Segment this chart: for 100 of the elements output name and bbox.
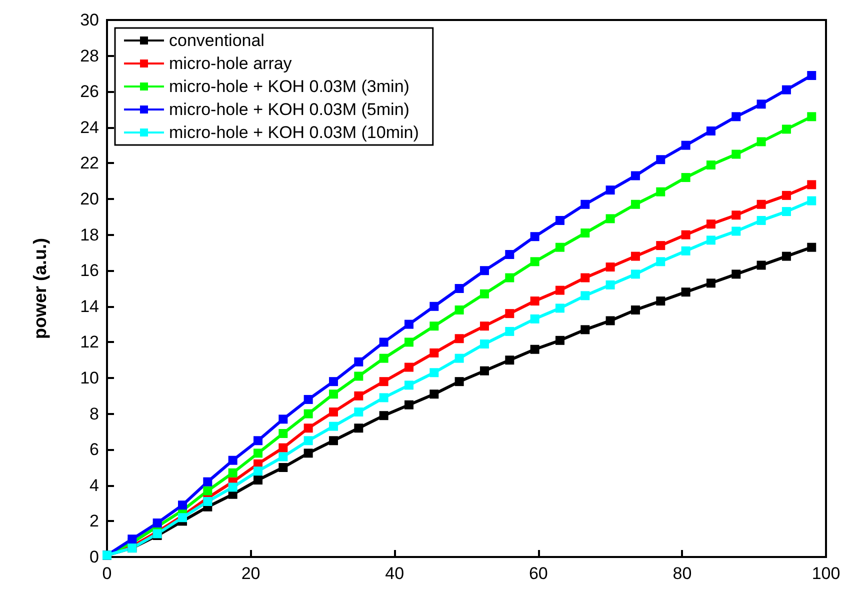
point (580, 291, 590, 300)
point (630, 305, 640, 314)
point (480, 266, 489, 276)
point (656, 187, 666, 196)
point (328, 408, 338, 417)
point (656, 241, 666, 250)
point (606, 316, 615, 326)
y-tick-label: 8 (90, 404, 99, 424)
point (178, 500, 187, 510)
point (530, 296, 540, 306)
y-tick-label: 28 (80, 46, 99, 66)
point (354, 357, 364, 366)
point (228, 468, 238, 478)
point (807, 196, 816, 206)
point (430, 302, 439, 311)
point (404, 400, 414, 410)
point (354, 408, 364, 417)
point (807, 242, 816, 252)
point (203, 497, 212, 506)
point (630, 270, 640, 279)
legend-label: micro-hole + KOH 0.03M (5min) (169, 100, 410, 119)
point (530, 314, 540, 324)
point (530, 257, 540, 266)
point (782, 85, 791, 94)
y-tick-label: 30 (80, 10, 99, 30)
point (480, 339, 489, 348)
point (606, 262, 615, 272)
point (580, 325, 590, 334)
point (630, 200, 640, 209)
point (732, 210, 741, 220)
point (328, 390, 338, 399)
point (454, 377, 464, 386)
point (756, 100, 766, 109)
point (706, 278, 716, 288)
point (228, 456, 238, 465)
point (354, 424, 364, 433)
point (580, 228, 590, 238)
legend-label: conventional (169, 31, 264, 50)
y-tick-label: 14 (80, 296, 99, 316)
point (304, 394, 313, 404)
point (505, 250, 514, 259)
point (782, 124, 791, 134)
point (278, 443, 288, 452)
point (630, 252, 640, 261)
point (404, 362, 414, 372)
point (404, 320, 414, 329)
point (253, 448, 262, 458)
point (278, 463, 288, 472)
point (706, 236, 716, 245)
point (656, 155, 666, 164)
y-tick-label: 18 (80, 225, 99, 244)
point (606, 186, 615, 195)
point (253, 436, 262, 446)
point (580, 200, 590, 209)
point (681, 140, 690, 150)
point (304, 448, 313, 458)
point (328, 422, 338, 431)
x-tick-label: 20 (241, 564, 260, 583)
y-axis-title: power (a.u.) (30, 238, 50, 340)
point (328, 377, 338, 386)
point (228, 482, 238, 492)
point (304, 424, 313, 433)
point (555, 216, 564, 225)
point (756, 260, 766, 270)
point (782, 252, 791, 261)
point (354, 391, 364, 400)
point (480, 366, 489, 376)
point (203, 477, 212, 486)
point (732, 150, 741, 159)
point (756, 137, 766, 146)
point (681, 246, 690, 256)
x-tick-label: 0 (102, 564, 112, 583)
point (706, 126, 716, 136)
point (253, 476, 262, 485)
y-tick-label: 10 (80, 368, 99, 388)
point (128, 534, 137, 544)
point (278, 452, 288, 462)
point (606, 214, 615, 224)
y-tick-label: 0 (90, 548, 99, 566)
point (379, 338, 388, 347)
point (555, 336, 564, 345)
point (807, 180, 816, 190)
point (782, 207, 791, 216)
point (404, 380, 414, 390)
point (430, 368, 439, 378)
point (505, 356, 514, 365)
y-tick-label: 2 (90, 512, 99, 531)
point (379, 393, 388, 402)
point (807, 112, 816, 122)
y-tick-label: 12 (80, 332, 99, 352)
point (379, 377, 388, 386)
point (278, 414, 288, 424)
point (732, 270, 741, 279)
point (656, 257, 666, 266)
point (480, 289, 489, 298)
x-tick-label: 80 (672, 564, 692, 583)
point (278, 428, 288, 438)
legend-label: micro-hole + KOH 0.03M (3min) (169, 77, 410, 96)
point (555, 242, 564, 252)
point (630, 171, 640, 180)
